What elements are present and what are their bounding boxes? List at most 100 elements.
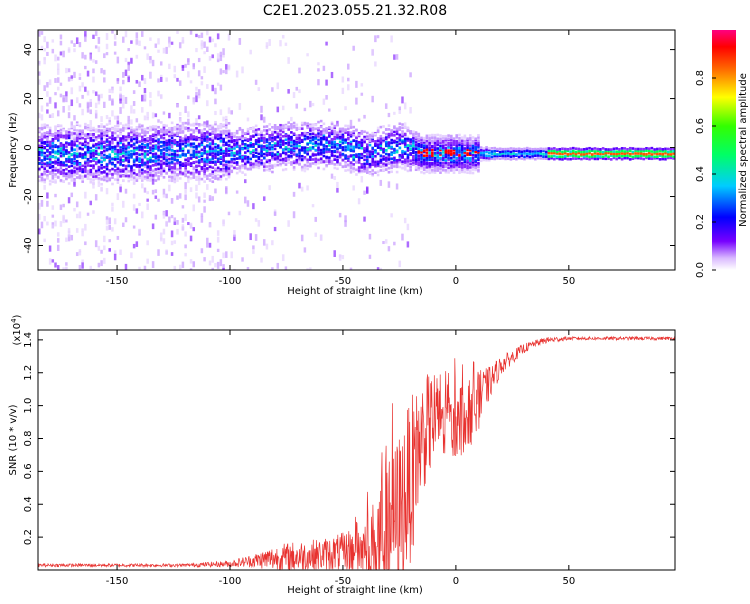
spectrogram-cell [260,114,263,121]
spectrogram-cell [390,129,393,132]
spectrogram-cell [130,139,133,143]
spectrogram-cell [300,127,304,130]
spectrogram-cell [170,121,174,125]
spectrogram-cell [257,164,261,167]
spectrogram-cell [626,149,629,153]
spectrogram-cell [75,138,79,141]
spectrogram-cell [173,265,177,270]
spectrogram-cell [203,122,206,126]
spectrogram-cell [571,151,575,155]
spectrogram-cell [352,148,356,152]
spectrogram-cell [132,171,136,175]
spectrogram-cell [401,126,404,130]
spectrogram-cell [111,30,114,34]
spectrogram-cell [300,158,304,161]
spectrogram-cell [84,36,87,42]
spectrogram-cell [338,155,342,159]
spectrogram-cell [168,63,171,70]
spectrogram-cell [159,145,163,148]
spectrogram-cell [352,45,355,51]
spectrogram-cell [62,95,65,102]
spectrogram-cell [355,145,358,149]
spectrogram-cell [73,177,76,181]
spectrogram-cell [306,164,309,168]
spectrogram-cell [357,161,361,164]
spectrogram-cell [471,139,475,143]
spectrogram-cell [48,140,52,144]
spectrogram-cell [257,139,261,143]
spectrogram-cell [181,126,185,130]
spectrogram-cell [599,155,602,158]
spectrogram-cell [338,133,342,137]
spectrogram-cell [100,156,103,160]
spectrogram-cell [165,249,168,255]
spectrogram-cell [225,115,228,120]
spectrogram-cell [100,125,103,128]
spectrogram-cell [130,40,133,44]
spectrogram-cell [56,130,60,133]
spectrogram-cell [113,172,117,175]
spectrogram-cell [159,121,163,124]
spectrogram-cell [246,138,250,141]
spectrogram-cell [349,119,353,127]
spectrogram-cell [89,164,93,168]
spectrogram-cell [479,153,483,157]
spectrogram-cell [65,172,68,176]
spectrogram-cell [159,172,163,176]
spectrogram-cell [409,162,412,166]
spectrogram-cell [113,169,117,172]
spectrogram-cell [43,126,47,129]
spectrogram-cell [393,165,396,168]
spectrogram-cell [178,136,182,139]
spectrogram-cell [119,150,122,154]
spectrogram-cell [311,123,315,126]
spectrogram-cell [336,120,339,126]
spectrogram-cell [51,164,55,168]
spectrogram-cell [116,175,120,179]
spectrogram-cell [208,55,212,61]
spectrogram-cell [428,171,431,175]
spectrogram-cell [70,149,74,152]
spectrogram-cell [195,160,198,164]
spectrogram-cell [349,131,353,134]
spectrogram-cell [75,201,79,208]
spectrogram-cell [222,159,225,162]
spectrogram-cell [300,133,304,137]
spectrogram-cell [116,127,120,131]
spectrogram-cell [219,109,223,116]
spectrogram-cell [441,161,445,165]
spectrogram-cell [67,182,71,185]
spectrogram-cell [100,146,103,150]
spectrogram-cell [333,149,337,153]
spectrogram-cell [281,105,285,111]
spectrogram-cell [192,167,196,170]
spectrogram-cell [135,141,139,144]
spectrogram-cell [54,220,57,227]
spectrogram-cell [206,184,209,190]
spectrogram-cell [119,146,122,149]
colorbar-tick-label: 0.6 [695,118,706,134]
spectrogram-cell [292,161,296,165]
spectrogram-cell [656,147,659,151]
spectrogram-cell [100,152,103,157]
spectrogram-cell [208,160,212,163]
spectrogram-cell [111,131,114,135]
spectrogram-cell [384,158,388,161]
spectrogram-cell [227,152,231,156]
spectrogram-cell [100,178,103,181]
spectrogram-cell [639,149,643,153]
spectrogram-cell [211,141,214,149]
spectrogram-cell [141,177,144,180]
spectrogram-cell [197,123,201,126]
spectrogram-cell [203,199,206,203]
spectrogram-cell [168,138,171,142]
spectrogram-cell [298,139,301,142]
spectrogram-cell [143,187,147,193]
spectrogram-cell [517,156,521,160]
spectrogram-cell [178,163,182,167]
spectrogram-cell [468,169,472,172]
spectrogram-cell [498,152,502,156]
spectrogram-cell [393,130,396,134]
spectrogram-cell [477,161,480,165]
spectrogram-cell [317,166,320,170]
